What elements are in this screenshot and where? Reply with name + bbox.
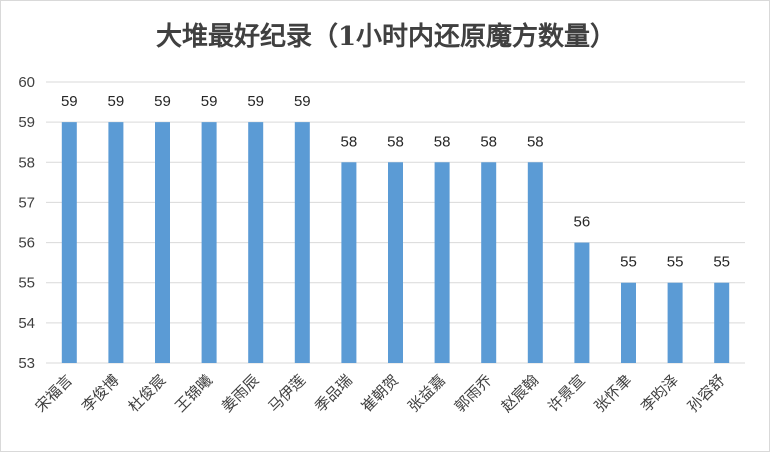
x-tick-label: 马伊莲 bbox=[265, 371, 310, 416]
chart-title: 大堆最好纪录（1小时内还原魔方数量） bbox=[156, 21, 616, 52]
y-tick-label: 54 bbox=[18, 315, 35, 332]
bar bbox=[248, 122, 264, 364]
data-label: 55 bbox=[667, 254, 684, 271]
data-label: 58 bbox=[434, 133, 451, 150]
data-label: 59 bbox=[201, 93, 218, 110]
x-tick-label: 杜俊宸 bbox=[125, 371, 170, 416]
data-label: 58 bbox=[527, 133, 544, 150]
data-label: 59 bbox=[61, 93, 78, 110]
bars bbox=[61, 122, 730, 364]
data-label: 55 bbox=[620, 254, 637, 271]
y-tick-label: 59 bbox=[18, 114, 35, 131]
bar bbox=[201, 122, 217, 364]
bar bbox=[434, 162, 450, 363]
x-tick-label: 赵宸翰 bbox=[498, 371, 543, 416]
x-tick-label: 李俊博 bbox=[78, 371, 123, 416]
x-tick-label: 季品瑞 bbox=[311, 371, 356, 416]
data-label: 55 bbox=[713, 254, 730, 271]
bar bbox=[667, 282, 683, 363]
bar bbox=[155, 122, 170, 364]
y-tick-label: 58 bbox=[18, 154, 35, 171]
data-label: 59 bbox=[154, 93, 171, 110]
data-label: 58 bbox=[480, 133, 497, 150]
x-tick-label: 姜雨辰 bbox=[218, 371, 263, 416]
bar bbox=[294, 122, 310, 364]
x-tick-label: 孙容舒 bbox=[684, 371, 729, 416]
x-tick-label: 许景宣 bbox=[544, 371, 589, 416]
bar bbox=[388, 162, 403, 363]
bar bbox=[574, 242, 590, 363]
data-labels: 59 59 59 59 59 59 58 58 58 58 58 56 55 55 55 bbox=[61, 93, 730, 271]
y-tick-label: 60 bbox=[18, 74, 35, 91]
x-tick-label: 郭雨乔 bbox=[451, 371, 496, 416]
bar bbox=[341, 162, 357, 363]
y-axis-ticks: 53 54 55 56 57 58 59 60 bbox=[18, 74, 35, 372]
bar bbox=[527, 162, 543, 363]
x-tick-label: 李昀泽 bbox=[637, 371, 682, 416]
bar bbox=[108, 122, 124, 364]
data-label: 56 bbox=[574, 214, 591, 231]
x-tick-label: 张益嘉 bbox=[404, 371, 449, 416]
data-label: 58 bbox=[387, 133, 404, 150]
bar bbox=[714, 282, 730, 363]
x-axis-labels: 宋福言 李俊博 杜俊宸 王锦曦 姜雨辰 马伊莲 季品瑞 崔朝贺 张益嘉 郭雨乔 赵宸翰 许景宣 张怀聿李… bbox=[32, 371, 729, 416]
bar bbox=[61, 122, 77, 364]
data-label: 59 bbox=[108, 93, 125, 110]
data-label: 59 bbox=[247, 93, 264, 110]
y-tick-label: 55 bbox=[18, 275, 35, 292]
y-tick-label: 56 bbox=[18, 235, 35, 252]
x-tick-label: 崔朝贺 bbox=[358, 371, 403, 416]
bar bbox=[621, 282, 636, 363]
y-tick-label: 57 bbox=[18, 194, 35, 211]
x-tick-label: 张怀聿 bbox=[591, 371, 636, 416]
x-tick-label: 宋福言 bbox=[32, 371, 77, 416]
x-tick-label: 王锦曦 bbox=[171, 371, 216, 416]
bar bbox=[481, 162, 497, 363]
data-label: 58 bbox=[341, 133, 358, 150]
data-label: 59 bbox=[294, 93, 311, 110]
y-tick-label: 53 bbox=[18, 355, 35, 372]
